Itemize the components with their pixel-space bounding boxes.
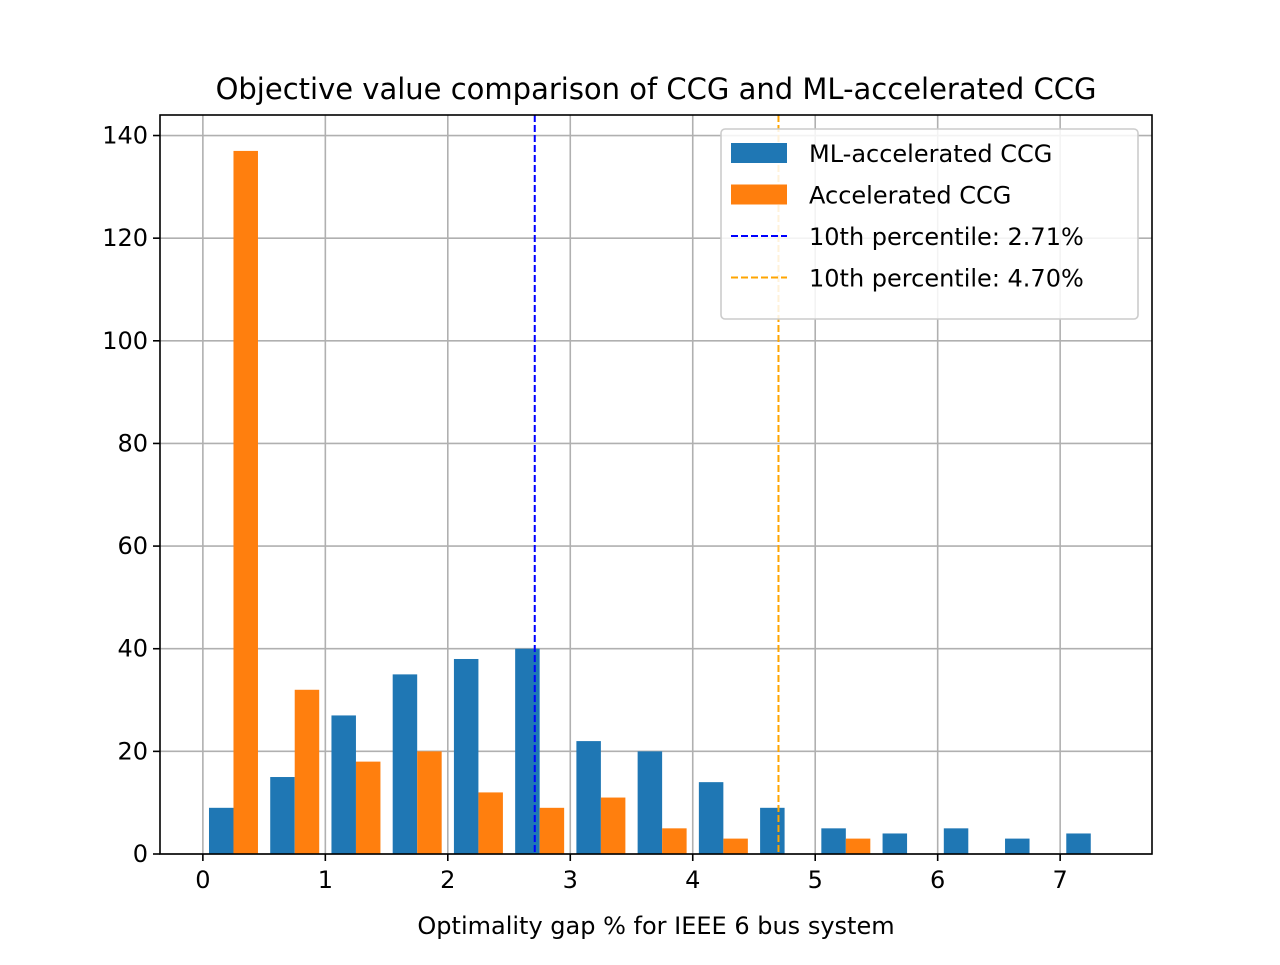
histogram-bar bbox=[331, 715, 356, 854]
legend: ML-accelerated CCG Accelerated CCG 10th pe… bbox=[720, 128, 1139, 320]
legend-label: Accelerated CCG bbox=[809, 182, 1011, 210]
x-tick-label: 6 bbox=[930, 866, 945, 894]
legend-label: 10th percentile: 4.70% bbox=[809, 265, 1084, 293]
x-tick-label: 1 bbox=[318, 866, 333, 894]
histogram-bar bbox=[539, 807, 565, 854]
legend-swatch bbox=[731, 143, 787, 163]
x-tick-label: 4 bbox=[685, 866, 700, 894]
y-tick-label: 20 bbox=[117, 737, 148, 765]
histogram-bar bbox=[821, 828, 846, 854]
histogram-bar bbox=[453, 658, 479, 854]
histogram-bar bbox=[943, 828, 969, 854]
x-tick-label: 5 bbox=[808, 866, 823, 894]
histogram-bar bbox=[1066, 833, 1091, 854]
y-tick-label: 40 bbox=[117, 635, 148, 663]
bars bbox=[208, 150, 1091, 855]
histogram-bar bbox=[698, 782, 724, 854]
histogram-bar bbox=[637, 751, 663, 854]
histogram-bar bbox=[576, 741, 601, 854]
legend-box bbox=[720, 128, 1139, 320]
histogram-bar bbox=[600, 797, 626, 854]
histogram-bar bbox=[355, 761, 381, 854]
x-axis-label: Optimality gap % for IEEE 6 bus system bbox=[417, 912, 894, 940]
histogram-bar bbox=[478, 792, 503, 854]
histogram-bar bbox=[392, 674, 418, 854]
x-tick-label: 0 bbox=[195, 866, 210, 894]
plot-frame bbox=[159, 114, 1153, 855]
histogram-bar bbox=[515, 648, 540, 854]
x-tick-label: 7 bbox=[1053, 866, 1068, 894]
y-tick-label: 140 bbox=[102, 122, 148, 150]
axes-ticks: 0 1 2 3 4 5 6 7 0 20 40 60 80 100 120 140 bbox=[102, 122, 1068, 894]
histogram-bar bbox=[882, 833, 908, 854]
y-tick-label: 120 bbox=[102, 224, 148, 252]
histogram-bar bbox=[1005, 838, 1030, 854]
y-tick-label: 80 bbox=[117, 429, 148, 457]
x-tick-label: 2 bbox=[440, 866, 455, 894]
x-tick-label: 3 bbox=[563, 866, 578, 894]
y-tick-label: 0 bbox=[133, 840, 148, 868]
histogram-bar bbox=[294, 689, 320, 854]
histogram-bar bbox=[417, 751, 442, 854]
histogram-bar bbox=[845, 838, 871, 854]
chart-title: Objective value comparison of CCG and ML… bbox=[216, 72, 1097, 106]
histogram-bar bbox=[233, 150, 258, 855]
legend-swatch bbox=[731, 184, 787, 205]
histogram-bar bbox=[270, 777, 295, 854]
histogram-bar bbox=[760, 807, 785, 854]
legend-label: 10th percentile: 2.71% bbox=[809, 223, 1084, 251]
histogram-bar bbox=[662, 828, 687, 854]
legend-label: ML-accelerated CCG bbox=[809, 140, 1052, 168]
histogram-bar bbox=[723, 838, 748, 854]
y-tick-label: 100 bbox=[102, 327, 148, 355]
y-tick-label: 60 bbox=[117, 532, 148, 560]
histogram-bar bbox=[208, 807, 234, 854]
